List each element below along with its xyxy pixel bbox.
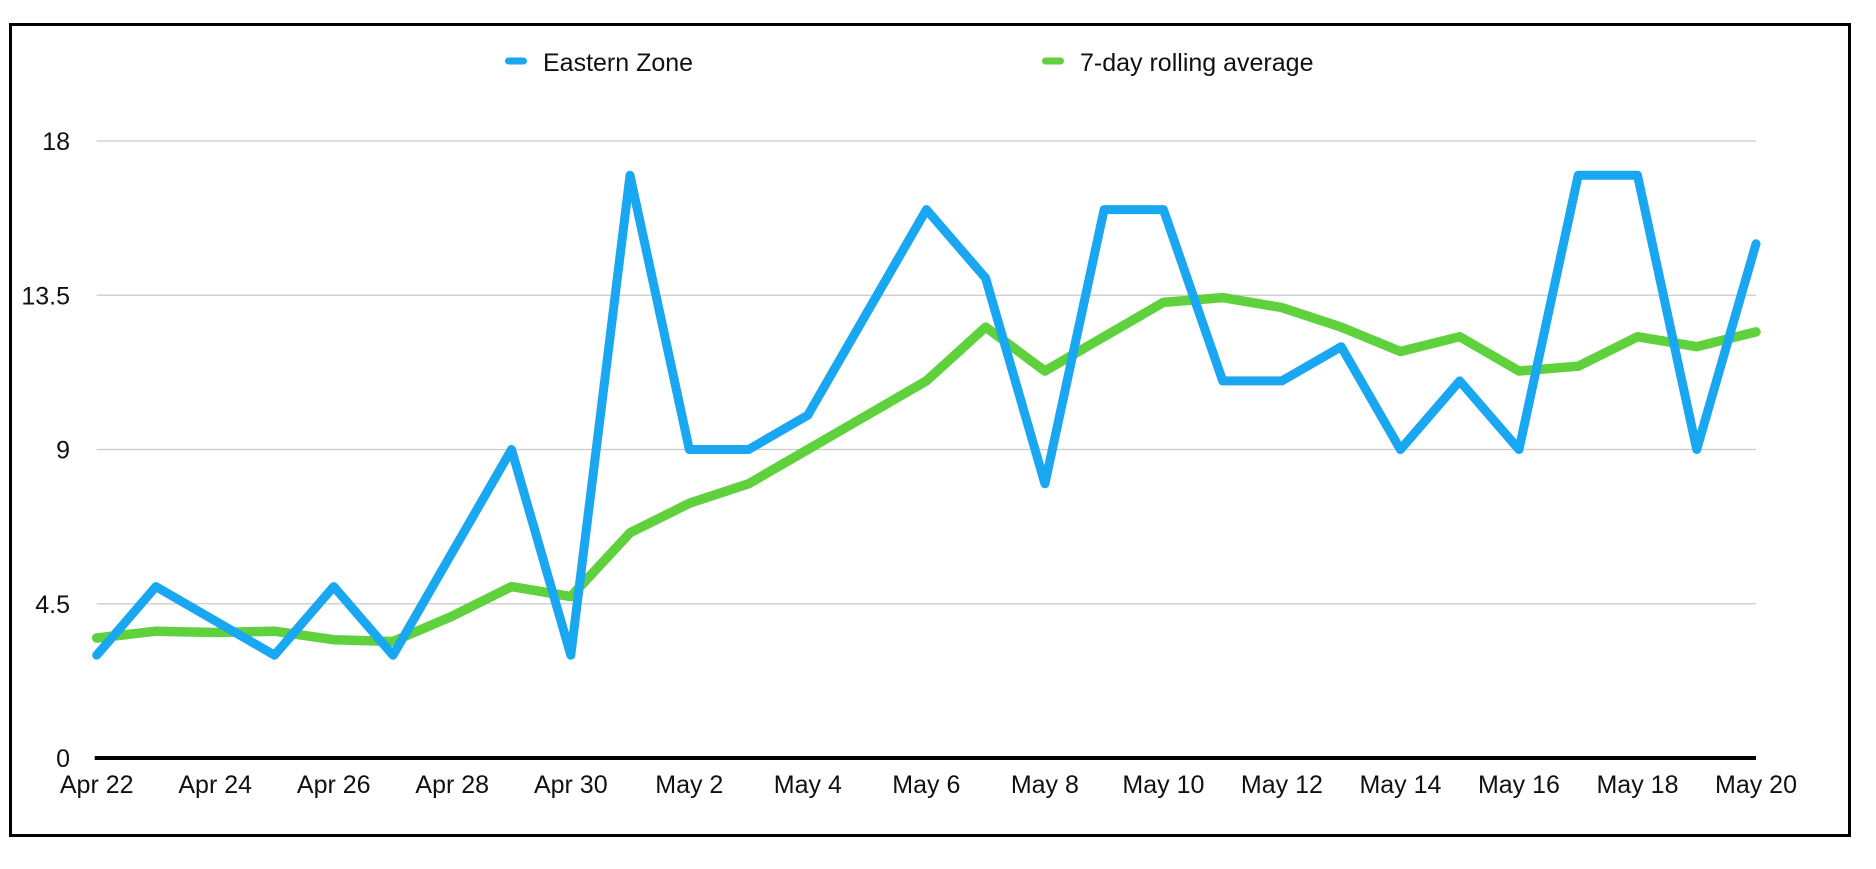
- x-tick-label: May 10: [1122, 771, 1204, 799]
- x-tick-label: May 2: [655, 771, 723, 799]
- x-tick-label: Apr 24: [178, 771, 252, 799]
- x-tick-label: Apr 22: [60, 771, 134, 799]
- legend-dash-eastern-zone: [505, 57, 527, 65]
- x-tick-label: May 4: [774, 771, 842, 799]
- x-tick-label: May 12: [1241, 771, 1323, 799]
- x-tick-label: Apr 26: [297, 771, 371, 799]
- y-tick-label: 13.5: [21, 282, 70, 310]
- x-tick-label: May 8: [1011, 771, 1079, 799]
- x-tick-label: May 18: [1596, 771, 1678, 799]
- x-tick-label: May 14: [1359, 771, 1441, 799]
- x-tick-label: Apr 30: [534, 771, 608, 799]
- series-rolling-average-line: [91, 292, 1761, 647]
- x-tick-label: Apr 28: [415, 771, 489, 799]
- y-tick-label: 0: [56, 745, 70, 773]
- y-tick-label: 18: [42, 128, 70, 156]
- x-tick-label: May 6: [892, 771, 960, 799]
- legend-label-eastern-zone: Eastern Zone: [543, 49, 693, 77]
- series-eastern-zone-line: [92, 170, 1761, 660]
- legend-dash-rolling-average: [1042, 57, 1064, 65]
- y-tick-label: 4.5: [35, 591, 70, 619]
- card-border: [9, 23, 1851, 837]
- legend-label-rolling-average: 7-day rolling average: [1080, 49, 1313, 77]
- y-tick-label: 9: [56, 437, 70, 465]
- x-tick-label: May 20: [1715, 771, 1797, 799]
- x-tick-label: May 16: [1478, 771, 1560, 799]
